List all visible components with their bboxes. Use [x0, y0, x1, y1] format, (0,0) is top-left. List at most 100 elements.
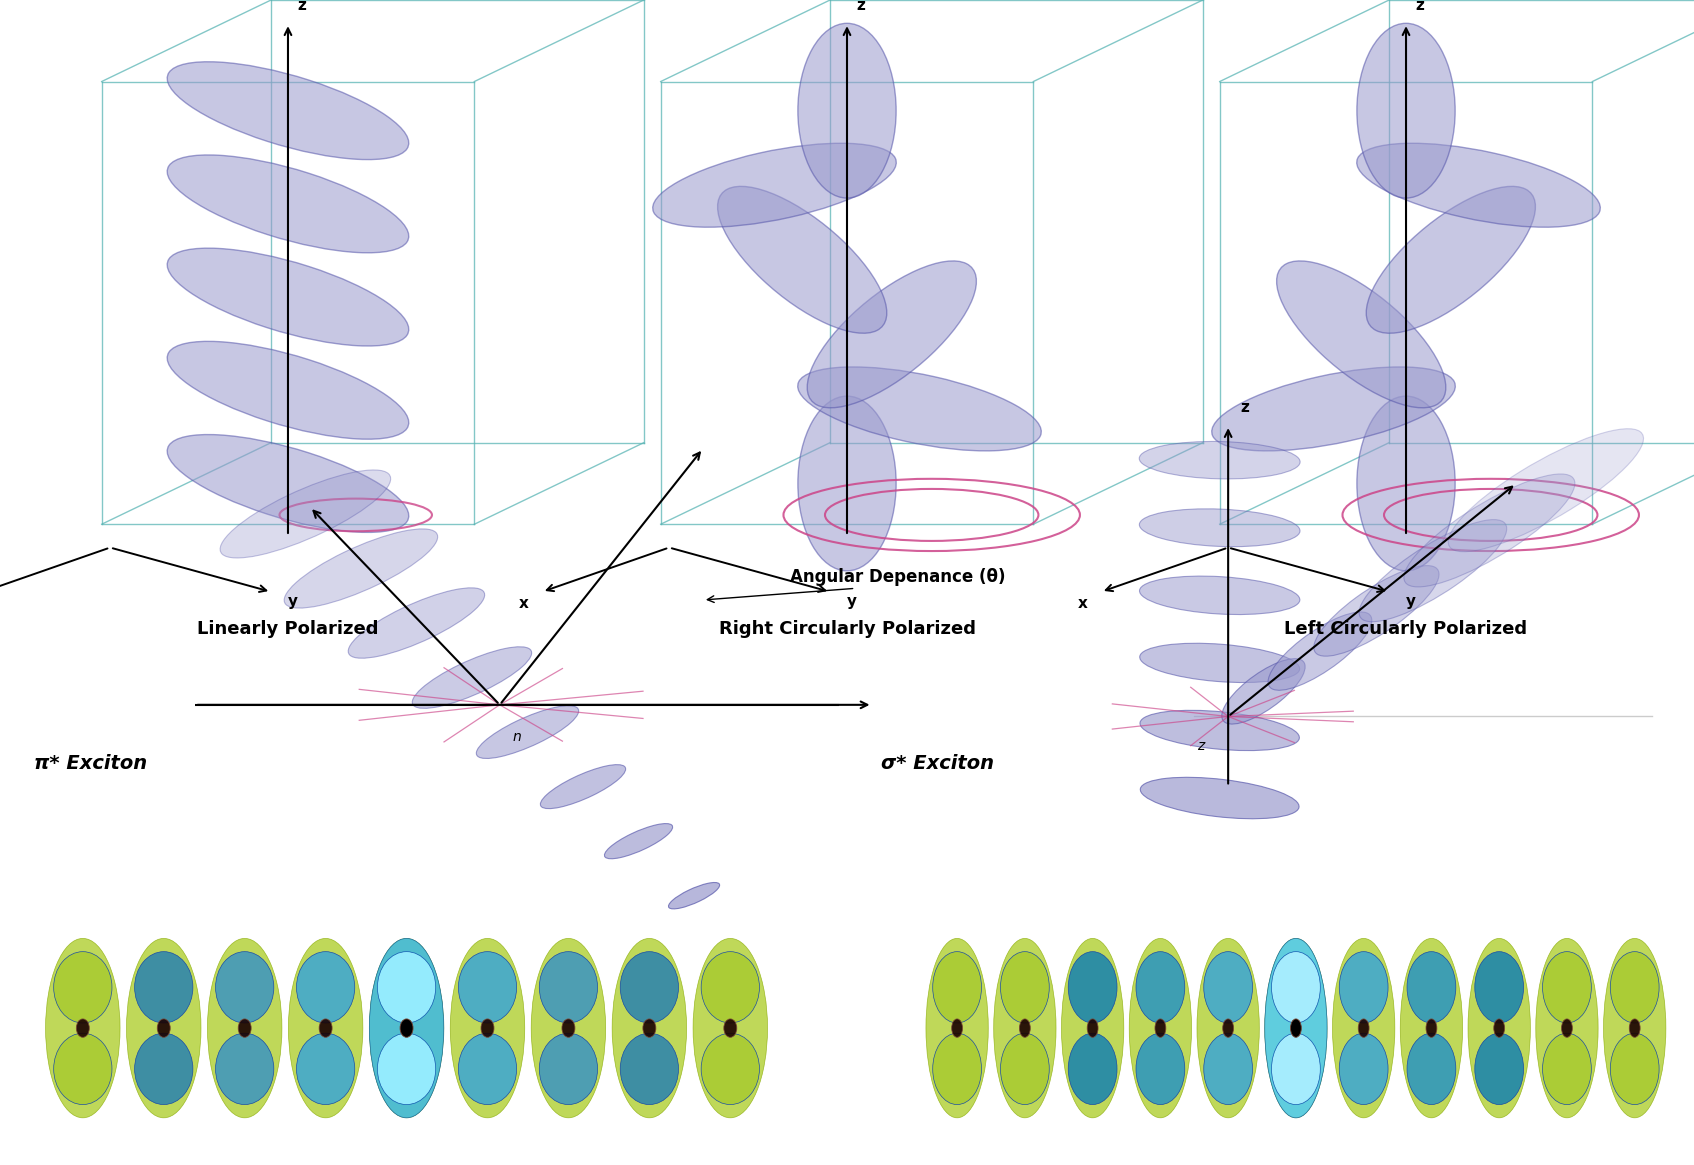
Ellipse shape — [1357, 143, 1601, 227]
Ellipse shape — [46, 939, 120, 1118]
Ellipse shape — [612, 939, 686, 1118]
Ellipse shape — [369, 939, 444, 1118]
Ellipse shape — [1475, 1033, 1523, 1104]
Ellipse shape — [378, 1033, 435, 1104]
Ellipse shape — [207, 939, 281, 1118]
Ellipse shape — [620, 952, 679, 1023]
Ellipse shape — [927, 939, 988, 1118]
Ellipse shape — [1204, 952, 1252, 1023]
Ellipse shape — [1333, 939, 1394, 1118]
Ellipse shape — [168, 62, 408, 160]
Ellipse shape — [1140, 509, 1299, 546]
Ellipse shape — [1611, 952, 1658, 1023]
Ellipse shape — [296, 1033, 354, 1104]
Ellipse shape — [296, 952, 354, 1023]
Ellipse shape — [76, 1019, 90, 1037]
Ellipse shape — [1340, 1033, 1387, 1104]
Ellipse shape — [1062, 939, 1123, 1118]
Ellipse shape — [168, 248, 408, 346]
Ellipse shape — [1367, 186, 1535, 333]
Ellipse shape — [318, 1019, 332, 1037]
Ellipse shape — [718, 186, 886, 333]
Ellipse shape — [1315, 565, 1438, 656]
Ellipse shape — [400, 1019, 413, 1037]
Ellipse shape — [1357, 23, 1455, 198]
Ellipse shape — [1401, 939, 1462, 1118]
Text: n: n — [512, 730, 522, 744]
Ellipse shape — [540, 764, 625, 809]
Ellipse shape — [539, 1033, 598, 1104]
Ellipse shape — [1269, 612, 1372, 691]
Ellipse shape — [1448, 429, 1643, 552]
Ellipse shape — [693, 939, 767, 1118]
Ellipse shape — [952, 1019, 962, 1037]
Ellipse shape — [1291, 1019, 1301, 1037]
Text: Left Circularly Polarized: Left Circularly Polarized — [1284, 620, 1528, 638]
Ellipse shape — [1611, 1033, 1658, 1104]
Ellipse shape — [1265, 939, 1326, 1118]
Ellipse shape — [994, 939, 1055, 1118]
Ellipse shape — [134, 952, 193, 1023]
Ellipse shape — [1426, 1019, 1437, 1037]
Ellipse shape — [644, 1019, 656, 1037]
Ellipse shape — [808, 261, 976, 408]
Text: Linearly Polarized: Linearly Polarized — [197, 620, 379, 638]
Ellipse shape — [1408, 952, 1455, 1023]
Ellipse shape — [798, 396, 896, 571]
Text: y: y — [1406, 594, 1416, 608]
Ellipse shape — [215, 1033, 274, 1104]
Text: z: z — [296, 0, 307, 13]
Ellipse shape — [1536, 939, 1597, 1118]
Ellipse shape — [168, 341, 408, 439]
Ellipse shape — [1137, 952, 1184, 1023]
Ellipse shape — [134, 1033, 193, 1104]
Ellipse shape — [168, 155, 408, 253]
Ellipse shape — [1221, 658, 1304, 725]
Text: π* Exciton: π* Exciton — [34, 754, 147, 772]
Text: z: z — [1240, 401, 1250, 415]
Ellipse shape — [605, 824, 673, 859]
Ellipse shape — [1277, 261, 1445, 408]
Ellipse shape — [127, 939, 202, 1118]
Ellipse shape — [1543, 952, 1591, 1023]
Text: σ* Exciton: σ* Exciton — [881, 754, 994, 772]
Ellipse shape — [54, 952, 112, 1023]
Ellipse shape — [476, 706, 579, 758]
Ellipse shape — [1562, 1019, 1572, 1037]
Ellipse shape — [1630, 1019, 1640, 1037]
Ellipse shape — [652, 143, 896, 227]
Ellipse shape — [369, 939, 444, 1118]
Ellipse shape — [1475, 952, 1523, 1023]
Ellipse shape — [798, 23, 896, 198]
Ellipse shape — [1140, 777, 1299, 819]
Ellipse shape — [1357, 396, 1455, 571]
Ellipse shape — [1272, 1033, 1320, 1104]
Ellipse shape — [459, 952, 517, 1023]
Ellipse shape — [1211, 367, 1455, 451]
Ellipse shape — [459, 1033, 517, 1104]
Ellipse shape — [54, 1033, 112, 1104]
Ellipse shape — [701, 1033, 759, 1104]
Ellipse shape — [349, 588, 484, 658]
Ellipse shape — [1272, 1033, 1320, 1104]
Ellipse shape — [1223, 1019, 1233, 1037]
Ellipse shape — [1001, 1033, 1049, 1104]
Ellipse shape — [215, 952, 274, 1023]
Ellipse shape — [669, 882, 720, 909]
Ellipse shape — [1265, 939, 1326, 1118]
Ellipse shape — [620, 1033, 679, 1104]
Ellipse shape — [562, 1019, 574, 1037]
Ellipse shape — [1001, 952, 1049, 1023]
Text: Angular Depenance (θ): Angular Depenance (θ) — [789, 567, 1006, 586]
Ellipse shape — [1069, 952, 1116, 1023]
Text: z: z — [1414, 0, 1425, 13]
Ellipse shape — [1272, 952, 1320, 1023]
Ellipse shape — [158, 1019, 169, 1037]
Ellipse shape — [1604, 939, 1665, 1118]
Ellipse shape — [1359, 1019, 1369, 1037]
Ellipse shape — [798, 367, 1042, 451]
Ellipse shape — [239, 1019, 251, 1037]
Ellipse shape — [1137, 1033, 1184, 1104]
Ellipse shape — [1020, 1019, 1030, 1037]
Ellipse shape — [1359, 520, 1506, 622]
